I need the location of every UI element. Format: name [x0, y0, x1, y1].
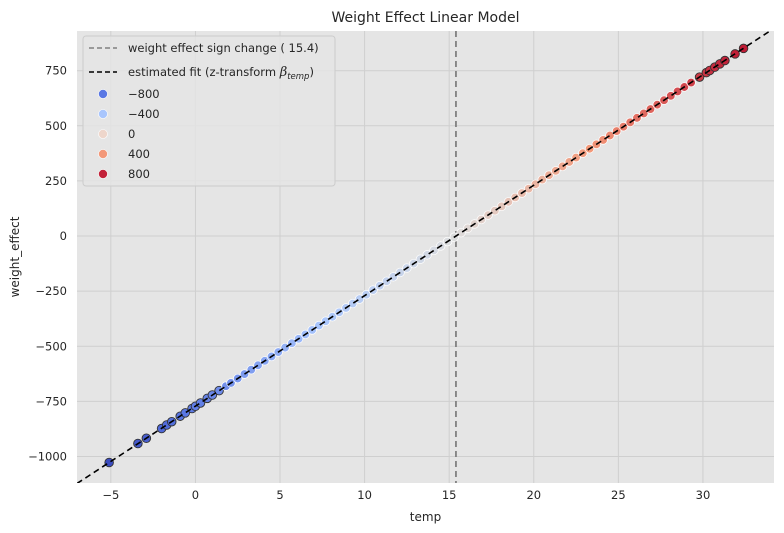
y-tick-label: −250	[35, 284, 67, 298]
legend-sign-change-label: weight effect sign change ( 15.4)	[128, 41, 319, 55]
legend: weight effect sign change ( 15.4) estima…	[82, 35, 336, 187]
fit-layer	[77, 31, 772, 483]
chart-title: Weight Effect Linear Model	[332, 10, 520, 26]
legend-hue-swatch	[98, 109, 108, 119]
y-axis-label: weight_effect	[8, 216, 22, 297]
x-tick-label: 25	[611, 488, 626, 502]
legend-hue-label: 400	[128, 147, 150, 161]
x-tick-label: 5	[276, 488, 283, 502]
legend-hue-label: −800	[128, 87, 160, 101]
x-axis-label: temp	[410, 510, 441, 524]
x-tick-label: 20	[526, 488, 541, 502]
legend-fit-beta: β	[279, 65, 288, 80]
legend-hue-label: 0	[128, 127, 135, 141]
x-tick-label: −5	[102, 488, 119, 502]
y-tick-label: 500	[45, 119, 67, 133]
x-tick-label: 0	[192, 488, 199, 502]
hue-legend: −800 −400 0 400 800	[98, 87, 160, 181]
legend-hue-swatch	[98, 129, 108, 139]
x-tick-label: 10	[357, 488, 372, 502]
x-tick-label: 15	[442, 488, 457, 502]
data-point	[104, 457, 114, 468]
legend-fit-label-main: estimated fit (z-transform	[128, 65, 280, 79]
legend-fit-sub: temp	[287, 72, 309, 82]
y-tick-label: −500	[35, 339, 67, 353]
fit-line	[77, 31, 772, 483]
y-tick-label: 0	[60, 229, 67, 243]
legend-box	[82, 35, 336, 187]
y-tick-label: 250	[45, 174, 67, 188]
legend-hue-swatch	[98, 149, 108, 159]
x-tick-labels: −5 0 5 10 15 20 25 30	[102, 488, 710, 502]
x-tick-label: 30	[696, 488, 711, 502]
y-tick-label: −750	[35, 394, 67, 408]
legend-hue-label: 800	[128, 167, 150, 181]
y-tick-labels: −1000 −750 −500 −250 0 250 500 750	[28, 64, 67, 464]
legend-hue-swatch	[98, 89, 108, 99]
legend-fit-label: estimated fit (z-transform βtemp)	[128, 65, 314, 82]
legend-hue-swatch	[98, 169, 108, 179]
legend-hue-label: −400	[128, 107, 160, 121]
y-tick-label: −1000	[28, 450, 67, 464]
y-tick-label: 750	[45, 64, 67, 78]
legend-fit-close: )	[309, 65, 314, 79]
